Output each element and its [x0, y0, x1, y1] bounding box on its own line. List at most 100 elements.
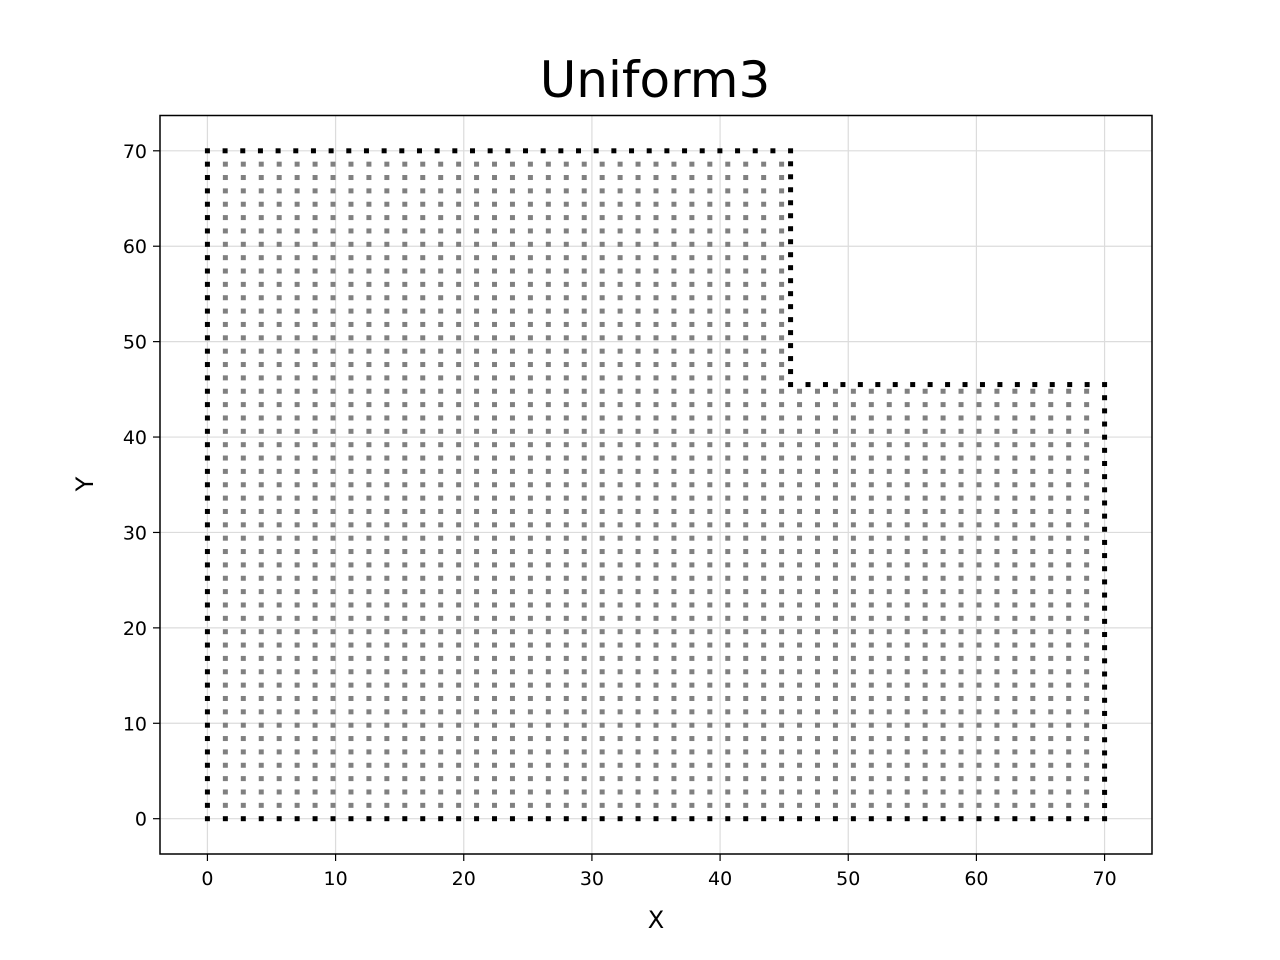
interior-point — [581, 161, 587, 167]
interior-point — [474, 188, 480, 194]
interior-point — [492, 736, 498, 742]
interior-point — [384, 468, 390, 474]
interior-point — [420, 188, 426, 194]
interior-point — [581, 428, 587, 434]
interior-point — [527, 281, 533, 287]
interior-point — [240, 268, 246, 274]
interior-point — [438, 615, 444, 621]
interior-point — [617, 522, 623, 528]
interior-point — [994, 442, 1000, 448]
boundary-point — [204, 549, 210, 555]
boundary-point — [689, 816, 695, 822]
interior-point — [474, 682, 480, 688]
interior-point — [384, 255, 390, 261]
interior-point — [563, 201, 569, 207]
interior-point — [258, 695, 264, 701]
interior-point — [330, 736, 336, 742]
interior-point — [743, 789, 749, 795]
interior-point — [958, 655, 964, 661]
boundary-point — [940, 816, 946, 822]
boundary-point — [1102, 592, 1108, 598]
interior-point — [330, 669, 336, 675]
interior-point — [725, 482, 731, 488]
interior-point — [940, 642, 946, 648]
interior-point — [958, 495, 964, 501]
boundary-point — [505, 148, 511, 154]
interior-point — [599, 776, 605, 782]
boundary-point — [204, 776, 210, 782]
interior-point — [294, 228, 300, 234]
boundary-point — [717, 148, 723, 154]
interior-point — [850, 615, 856, 621]
interior-point — [545, 789, 551, 795]
interior-point — [886, 575, 892, 581]
interior-point — [509, 455, 515, 461]
interior-point — [492, 789, 498, 795]
x-tick-label: 70 — [1092, 868, 1116, 890]
interior-point — [1012, 575, 1018, 581]
interior-point — [1048, 522, 1054, 528]
interior-point — [438, 295, 444, 301]
interior-point — [545, 495, 551, 501]
interior-point — [294, 442, 300, 448]
interior-point — [474, 776, 480, 782]
interior-point — [474, 241, 480, 247]
interior-point — [904, 602, 910, 608]
interior-point — [868, 802, 874, 808]
interior-point — [850, 508, 856, 514]
interior-point — [527, 201, 533, 207]
boundary-point — [1102, 447, 1108, 453]
interior-point — [348, 482, 354, 488]
interior-point — [402, 281, 408, 287]
boundary-point — [779, 816, 785, 822]
interior-point — [1030, 789, 1036, 795]
interior-point — [635, 321, 641, 327]
interior-point — [420, 255, 426, 261]
interior-point — [366, 722, 372, 728]
interior-point — [366, 508, 372, 514]
interior-point — [545, 722, 551, 728]
boundary-point — [788, 369, 794, 375]
interior-point — [527, 802, 533, 808]
interior-point — [886, 535, 892, 541]
interior-point — [797, 736, 803, 742]
interior-point — [276, 335, 282, 341]
interior-point — [438, 575, 444, 581]
interior-point — [492, 362, 498, 368]
interior-point — [1012, 709, 1018, 715]
interior-point — [294, 709, 300, 715]
interior-point — [312, 709, 318, 715]
interior-point — [222, 762, 228, 768]
boundary-point — [492, 816, 498, 822]
boundary-point — [788, 174, 794, 180]
interior-point — [492, 281, 498, 287]
interior-point — [456, 175, 462, 181]
x-tick-label: 30 — [580, 868, 604, 890]
interior-point — [222, 442, 228, 448]
interior-point — [617, 722, 623, 728]
interior-point — [330, 776, 336, 782]
interior-point — [976, 682, 982, 688]
interior-point — [976, 508, 982, 514]
interior-point — [599, 736, 605, 742]
interior-point — [581, 215, 587, 221]
interior-point — [276, 268, 282, 274]
interior-point — [312, 602, 318, 608]
interior-point — [653, 348, 659, 354]
interior-point — [671, 695, 677, 701]
interior-point — [581, 241, 587, 247]
interior-point — [868, 482, 874, 488]
interior-point — [240, 455, 246, 461]
interior-point — [402, 428, 408, 434]
interior-point — [545, 535, 551, 541]
interior-point — [384, 762, 390, 768]
interior-point — [671, 308, 677, 314]
interior-point — [779, 241, 785, 247]
interior-point — [653, 482, 659, 488]
interior-point — [474, 575, 480, 581]
interior-point — [384, 228, 390, 234]
interior-point — [940, 749, 946, 755]
interior-point — [330, 602, 336, 608]
interior-point — [958, 722, 964, 728]
